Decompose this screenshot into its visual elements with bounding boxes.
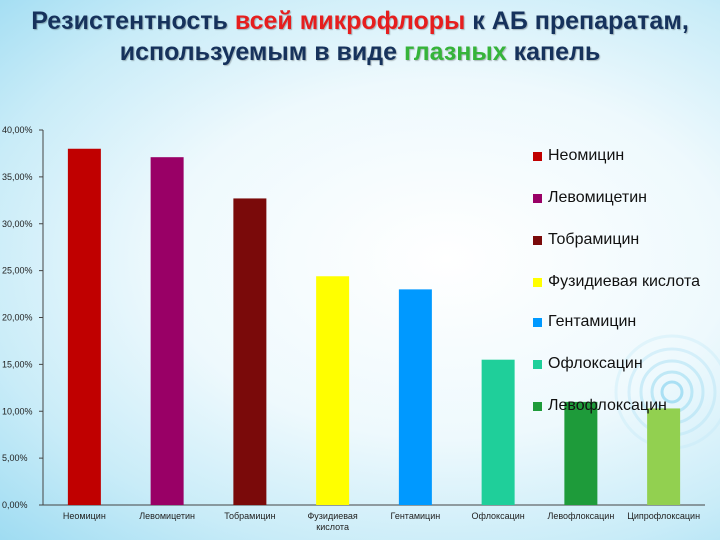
y-tick-label: 40,00% bbox=[2, 125, 33, 135]
x-tick-label: Тобрамицин bbox=[224, 511, 275, 521]
legend-label: Левомицетин bbox=[548, 189, 648, 206]
y-tick-label: 15,00% bbox=[2, 359, 33, 369]
x-tick-label: Неомицин bbox=[63, 511, 106, 521]
legend-item: Гентамицин bbox=[533, 312, 708, 331]
legend-swatch bbox=[533, 402, 542, 411]
bar bbox=[67, 148, 101, 505]
bar bbox=[564, 401, 598, 505]
legend-label: Офлоксацин bbox=[548, 355, 643, 372]
legend-item: Фузидиевая кислота bbox=[533, 272, 708, 291]
x-tick-label: Офлоксацин bbox=[471, 511, 524, 521]
y-tick-label: 0,00% bbox=[2, 500, 28, 510]
x-tick-label: Ципрофлоксацин bbox=[627, 511, 700, 521]
legend-item: Левомицетин bbox=[533, 188, 708, 207]
bar bbox=[398, 289, 432, 505]
title-part: капель bbox=[506, 38, 601, 66]
legend-item: Тобрамицин bbox=[533, 230, 708, 249]
y-tick-label: 25,00% bbox=[2, 266, 33, 276]
legend-swatch bbox=[533, 360, 542, 369]
x-tick-label: Гентамицин bbox=[391, 511, 441, 521]
legend-label: Левофлоксацин bbox=[548, 397, 667, 414]
bar bbox=[481, 359, 515, 505]
legend-swatch bbox=[533, 194, 542, 203]
legend-swatch bbox=[533, 278, 542, 287]
legend-swatch bbox=[533, 236, 542, 245]
legend-item: Неомицин bbox=[533, 146, 708, 165]
bar bbox=[150, 157, 184, 505]
bar bbox=[647, 408, 681, 505]
title-part: всей микрофлоры bbox=[234, 7, 466, 35]
legend-label: Гентамицин bbox=[548, 313, 637, 330]
title-part: к АБ препаратам, используемым в виде bbox=[119, 7, 689, 66]
legend-label: Тобрамицин bbox=[548, 231, 640, 248]
y-tick-label: 35,00% bbox=[2, 172, 33, 182]
legend-item: Офлоксацин bbox=[533, 354, 708, 373]
x-tick-label: Левомицетин bbox=[139, 511, 195, 521]
chart-legend: Неомицин Левомицетин Тобрамицин Фузидиевая … bbox=[533, 146, 720, 426]
bar bbox=[233, 198, 267, 505]
y-tick-label: 10,00% bbox=[2, 406, 33, 416]
legend-swatch bbox=[533, 152, 542, 161]
title-part: глазных bbox=[403, 38, 507, 66]
title-part: Резистентность bbox=[31, 7, 235, 35]
slide-title: Резистентность всей микрофлоры к АБ преп… bbox=[0, 6, 720, 106]
x-tick-label: кислота bbox=[316, 522, 349, 532]
x-tick-label: Левофлоксацин bbox=[547, 511, 614, 521]
y-tick-label: 20,00% bbox=[2, 313, 33, 323]
y-tick-label: 5,00% bbox=[2, 453, 28, 463]
legend-item: Левофлоксацин bbox=[533, 396, 708, 415]
legend-label: Неомицин bbox=[548, 147, 625, 164]
bar bbox=[316, 276, 350, 505]
legend-swatch bbox=[533, 318, 542, 327]
legend-label: Фузидиевая кислота bbox=[548, 273, 700, 290]
x-tick-label: Фузидиевая bbox=[307, 511, 357, 521]
y-tick-label: 30,00% bbox=[2, 219, 33, 229]
